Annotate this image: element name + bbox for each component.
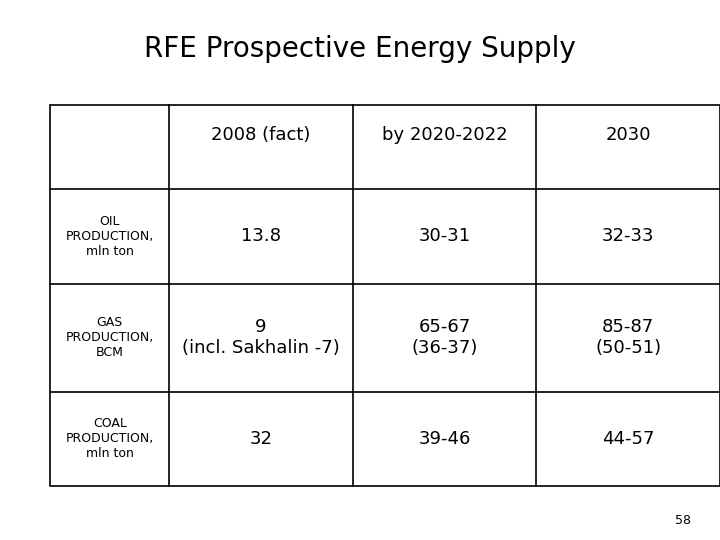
Text: OIL
PRODUCTION,
mln ton: OIL PRODUCTION, mln ton [66,215,154,258]
Text: 39-46: 39-46 [418,430,471,448]
Text: 58: 58 [675,514,691,526]
Text: 65-67
(36-37): 65-67 (36-37) [411,318,478,357]
Text: 44-57: 44-57 [602,430,654,448]
Text: 2030: 2030 [606,126,651,144]
Text: 85-87
(50-51): 85-87 (50-51) [595,318,661,357]
Text: 9
(incl. Sakhalin -7): 9 (incl. Sakhalin -7) [182,318,340,357]
Text: 30-31: 30-31 [418,227,471,245]
Text: COAL
PRODUCTION,
mln ton: COAL PRODUCTION, mln ton [66,417,154,460]
Text: by 2020-2022: by 2020-2022 [382,126,508,144]
Text: 32-33: 32-33 [602,227,654,245]
Text: 2008 (fact): 2008 (fact) [211,126,311,144]
Text: 32: 32 [250,430,272,448]
Text: 13.8: 13.8 [241,227,281,245]
Text: RFE Prospective Energy Supply: RFE Prospective Energy Supply [144,35,576,63]
Text: GAS
PRODUCTION,
BCM: GAS PRODUCTION, BCM [66,316,154,359]
